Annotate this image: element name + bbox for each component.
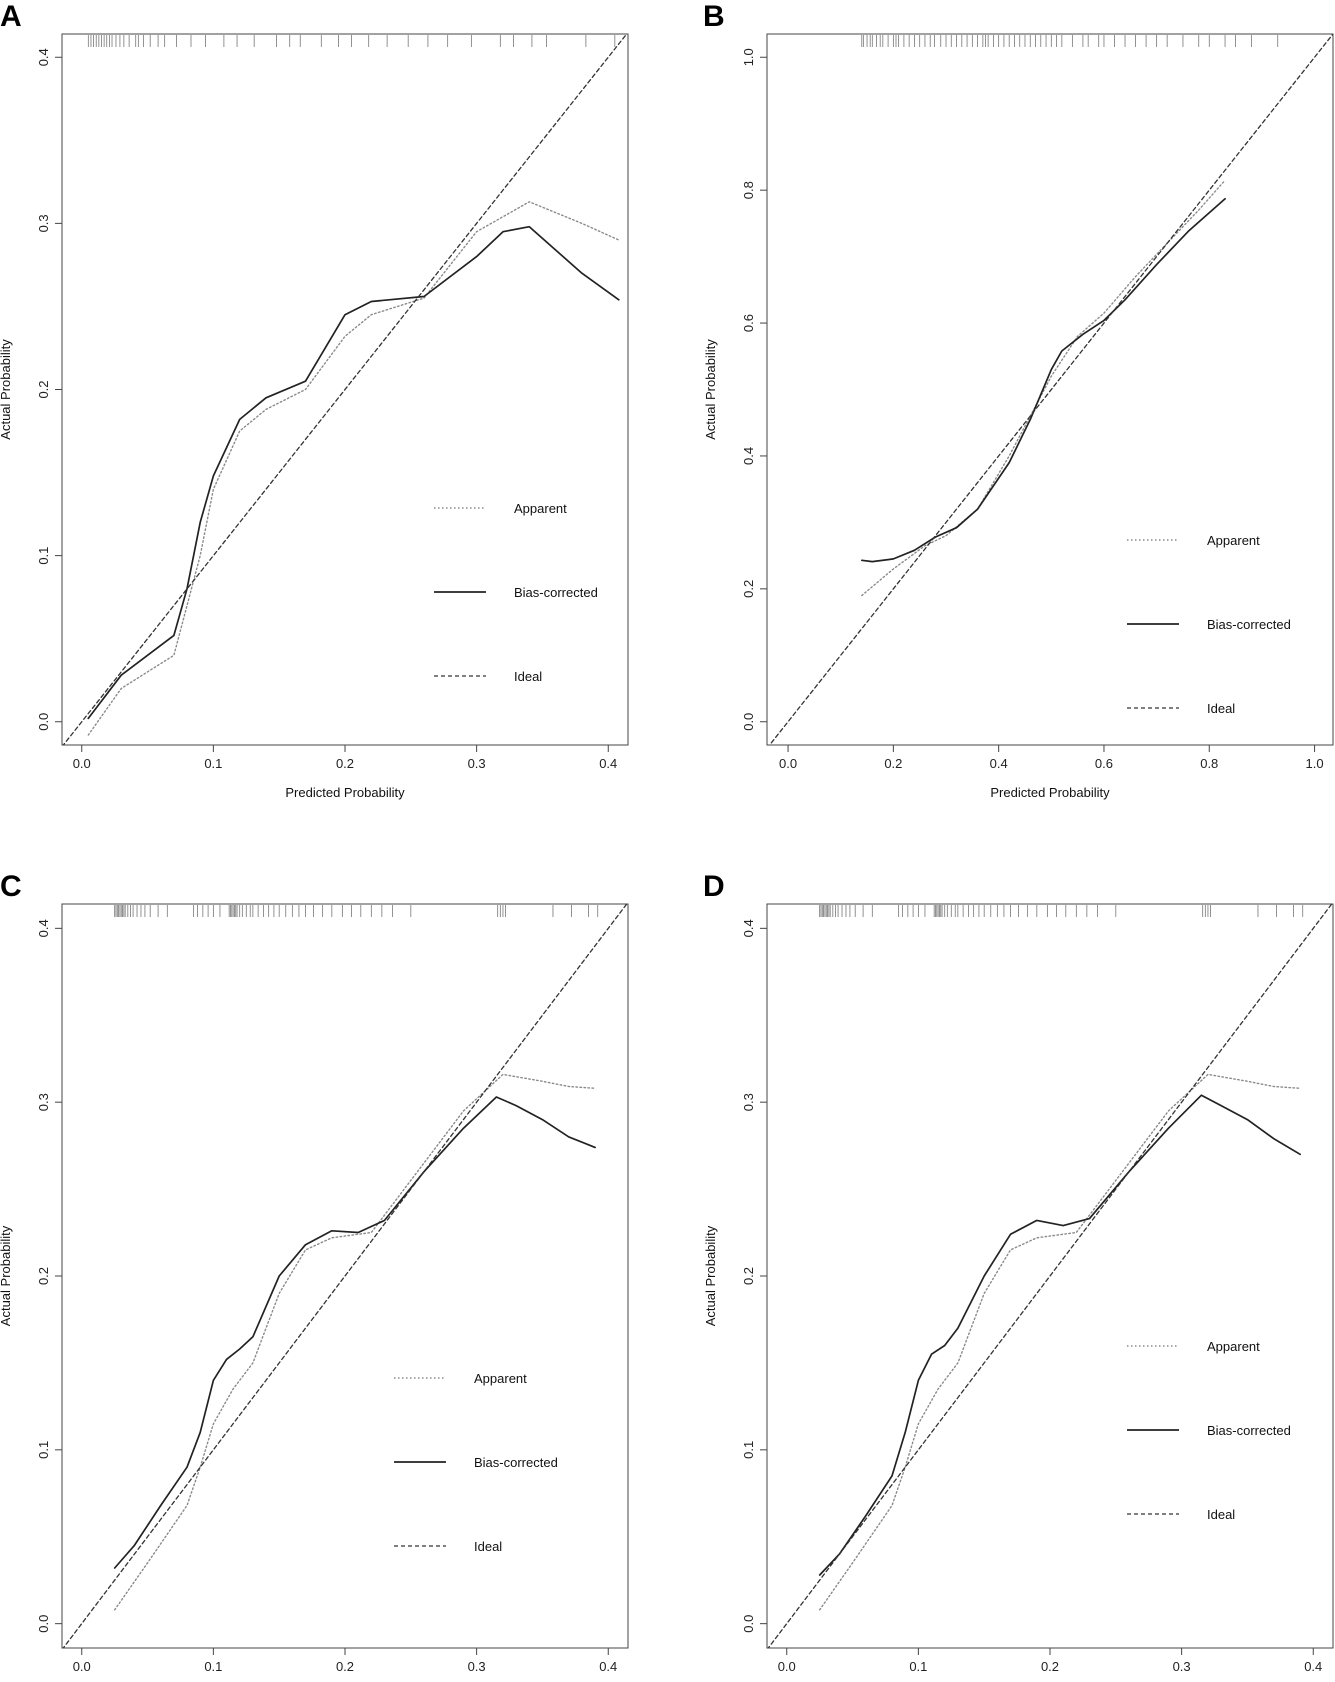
y-axis-label: Actual Probability: [0, 339, 13, 440]
x-tick-label: 0.8: [1200, 756, 1218, 771]
legend: Apparent Bias-corrected Ideal: [1127, 1339, 1291, 1522]
legend-label: Ideal: [1207, 1507, 1235, 1522]
x-tick-label: 1.0: [1306, 756, 1324, 771]
x-tick-label: 0.4: [1304, 1659, 1322, 1674]
x-axis-label: Predicted Probability: [990, 785, 1110, 800]
curves: [62, 904, 628, 1648]
x-tick-label: 0.2: [1041, 1659, 1059, 1674]
y-tick-label: 0.4: [741, 919, 756, 937]
x-tick-label: 0.6: [1095, 756, 1113, 771]
series-line-ideal: [768, 34, 1333, 745]
curves: [62, 34, 628, 745]
series-line-bias-corrected: [87, 225, 620, 720]
panel-letter: C: [0, 870, 22, 903]
x-tick-label: 0.3: [1173, 1659, 1191, 1674]
x-tick-label: 0.3: [468, 756, 486, 771]
y-tick-label: 0.1: [36, 1441, 51, 1459]
series-line-apparent: [819, 1073, 1301, 1611]
panel-letter: D: [703, 870, 725, 903]
y-axis-label: Actual Probability: [703, 339, 718, 440]
y-tick-label: 0.0: [741, 713, 756, 731]
x-tick-label: 0.4: [990, 756, 1008, 771]
y-tick-label: 1.0: [741, 48, 756, 66]
legend-label: Bias-corrected: [1207, 617, 1291, 632]
panel-letter: A: [0, 0, 22, 33]
x-tick-label: 0.3: [468, 1659, 486, 1674]
x-tick-label: 0.1: [909, 1659, 927, 1674]
y-tick-label: 0.3: [741, 1093, 756, 1111]
y-tick-label: 0.1: [741, 1441, 756, 1459]
panel-c: C0.00.10.20.30.40.00.10.20.30.4Predicted…: [0, 870, 629, 1674]
legend: Apparent Bias-corrected Ideal: [434, 501, 598, 684]
panel-b: B 0.0 0.2 0.4 0.6 0.8 1.0 0.0 0.2 0.4 0.6 0.8 1.0 Pre…: [703, 0, 1334, 800]
legend-label: Bias-corrected: [514, 585, 598, 600]
curves: [767, 904, 1333, 1648]
series-line-bias-corrected: [818, 1094, 1301, 1576]
series-line-bias-corrected: [860, 197, 1226, 563]
y-tick-label: 0.0: [36, 713, 51, 731]
y-tick-label: 0.8: [741, 181, 756, 199]
legend-label: Apparent: [1207, 533, 1260, 548]
y-tick-label: 0.2: [36, 1267, 51, 1285]
y-tick-label: 0.2: [36, 380, 51, 398]
y-tick-label: 0.6: [741, 314, 756, 332]
y-tick-label: 0.0: [741, 1615, 756, 1633]
x-tick-label: 0.2: [884, 756, 902, 771]
x-tick-label: 0.2: [336, 756, 354, 771]
x-tick-label: 0.0: [779, 756, 797, 771]
panel-a: A 0.0 0.1 0.2 0.3 0.4 0.0 0.1 0.2 0.3 0.4 Predicted…: [0, 0, 629, 800]
series-line-ideal: [767, 904, 1333, 1648]
y-tick-label: 0.3: [36, 1093, 51, 1111]
series-line-ideal: [62, 904, 628, 1648]
x-tick-label: 0.0: [778, 1659, 796, 1674]
legend-label: Apparent: [514, 501, 567, 516]
legend-label: Ideal: [514, 669, 542, 684]
legend-label: Apparent: [474, 1371, 527, 1386]
legend-label: Apparent: [1207, 1339, 1260, 1354]
y-tick-label: 0.4: [36, 919, 51, 937]
y-axis-label: Actual Probability: [0, 1225, 13, 1326]
legend-label: Ideal: [1207, 701, 1235, 716]
x-tick-label: 0.1: [204, 1659, 222, 1674]
x-axis-label: Predicted Probability: [285, 785, 405, 800]
legend: Apparent Bias-corrected Ideal: [1127, 533, 1291, 716]
x-tick-label: 0.2: [336, 1659, 354, 1674]
y-tick-label: 0.3: [36, 214, 51, 232]
x-tick-label: 0.1: [204, 756, 222, 771]
legend-label: Bias-corrected: [1207, 1423, 1291, 1438]
curves: [768, 34, 1333, 745]
series-line-apparent: [87, 201, 620, 736]
y-tick-label: 0.0: [36, 1615, 51, 1633]
series-line-bias-corrected: [113, 1096, 596, 1569]
x-tick-label: 0.0: [73, 756, 91, 771]
x-tick-label: 0.4: [599, 756, 617, 771]
y-tick-label: 0.2: [741, 580, 756, 598]
legend-label: Bias-corrected: [474, 1455, 558, 1470]
series-line-apparent: [114, 1073, 596, 1611]
panel-d: D0.00.10.20.30.40.00.10.20.30.4Predicted…: [703, 870, 1334, 1674]
panel-letter: B: [703, 0, 725, 33]
plot-frame: [766, 33, 1334, 746]
x-tick-label: 0.0: [73, 1659, 91, 1674]
series-line-ideal: [62, 34, 628, 745]
y-tick-label: 0.4: [36, 48, 51, 66]
y-axis-label: Actual Probability: [703, 1225, 718, 1326]
y-tick-label: 0.4: [741, 447, 756, 465]
legend: Apparent Bias-corrected Ideal: [394, 1371, 558, 1554]
legend-label: Ideal: [474, 1539, 502, 1554]
y-tick-label: 0.2: [741, 1267, 756, 1285]
y-tick-label: 0.1: [36, 547, 51, 565]
x-tick-label: 0.4: [599, 1659, 617, 1674]
